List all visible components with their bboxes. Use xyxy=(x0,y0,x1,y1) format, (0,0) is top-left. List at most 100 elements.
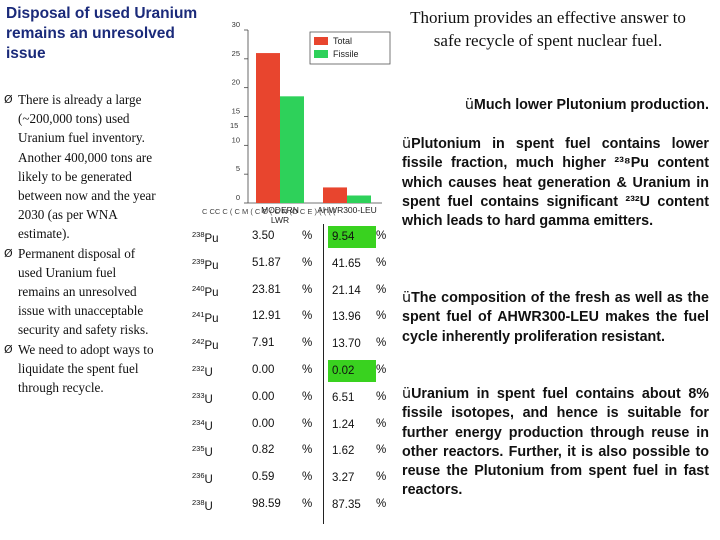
right-bullet-reuse: üUranium in spent fuel contains about 8%… xyxy=(402,385,709,501)
table-row: 238Pu 3.50% 9.54% xyxy=(190,224,396,251)
legend-label-total: Total xyxy=(333,36,352,46)
lwr-value: 51.87 xyxy=(252,256,281,269)
ahwr-value: 21.14 xyxy=(332,284,361,297)
isotope-symbol: U xyxy=(204,420,213,433)
thorium-intro: Thorium provides an effective answer to … xyxy=(410,8,686,50)
lwr-value: 0.00 xyxy=(252,363,275,376)
percent-sign: % xyxy=(376,497,387,510)
ahwr-value: 87.35 xyxy=(332,498,361,511)
isotope-symbol: U xyxy=(204,366,213,379)
isotope-symbol: Pu xyxy=(204,340,219,353)
isotope-cell: 242Pu xyxy=(192,337,219,352)
ahwr-value: 9.54 xyxy=(328,226,376,248)
y-tick-label: 10 xyxy=(232,135,240,144)
percent-sign: % xyxy=(302,337,313,350)
isotope-table: 238Pu 3.50% 9.54% 239Pu 51.87% 41.65% 240Pu 23.… xyxy=(190,224,396,524)
left-bullet-text: Permanent disposal of used Uranium fuel … xyxy=(18,245,149,338)
table-row: 235U 0.82% 1.62% xyxy=(190,438,396,465)
right-bullet-plutonium-production: üMuch lower Plutonium production. xyxy=(402,96,709,115)
isotope-symbol: U xyxy=(204,474,213,486)
lwr-value: 0.00 xyxy=(252,390,275,403)
lwr-value: 0.82 xyxy=(252,444,275,457)
right-bullet-text: The composition of the fresh as well as … xyxy=(402,290,709,345)
bar-total-0 xyxy=(256,53,280,203)
percent-sign: % xyxy=(302,390,313,403)
isotope-mass: 235 xyxy=(192,444,205,454)
checkmark-bullet-icon: ü xyxy=(402,290,412,306)
percent-sign: % xyxy=(302,310,313,323)
isotope-symbol: Pu xyxy=(204,286,219,299)
percent-sign: % xyxy=(302,363,313,376)
right-bullet-text: Plutonium in spent fuel contains lower f… xyxy=(402,136,709,230)
isotope-mass: 238 xyxy=(192,230,205,239)
arrow-bullet-icon: Ø xyxy=(4,342,13,356)
ahwr-value: 6.51 xyxy=(332,391,355,404)
percent-sign: % xyxy=(376,363,387,376)
y-tick-label: 30 xyxy=(232,20,240,29)
left-bullet-text: There is already a large (~200,000 tons)… xyxy=(18,92,156,242)
isotope-mass: 233 xyxy=(192,390,205,400)
isotope-symbol: U xyxy=(204,447,213,460)
table-row: 238U 98.59% 87.35% xyxy=(190,492,396,519)
category-label: MODERN LWR xyxy=(261,205,299,225)
percent-sign: % xyxy=(302,497,313,510)
isotope-mass: 240 xyxy=(192,283,205,293)
table-row: 236U 0.59% 3.27% xyxy=(190,465,396,492)
table-row: 240Pu 23.81% 21.14% xyxy=(190,278,396,305)
right-bullet-text: Uranium in spent fuel contains about 8% … xyxy=(402,386,709,499)
chart-legend: Total Fissile xyxy=(309,31,391,65)
right-bullet-proliferation: üThe composition of the fresh as well as… xyxy=(402,289,709,347)
left-bullet-disposal: Ø Permanent disposal of used Uranium fue… xyxy=(4,244,159,340)
category-label: AHWR300-LEU xyxy=(317,205,377,215)
lwr-value: 3.50 xyxy=(252,230,275,242)
isotope-mass: 238 xyxy=(192,497,205,507)
percent-sign: % xyxy=(302,471,313,484)
left-bullet-text: We need to adopt ways to liquidate the s… xyxy=(18,341,154,396)
isotope-symbol: Pu xyxy=(204,259,219,272)
percent-sign: % xyxy=(376,471,387,484)
lwr-value: 12.91 xyxy=(252,310,281,323)
percent-sign: % xyxy=(376,444,387,457)
ahwr-value: 41.65 xyxy=(332,257,361,270)
y-tick-label: 25 xyxy=(232,49,240,58)
plutonium-bar-chart: 0 5 10 15 20 25 30 15 Total Fissile C CC C ( C… xyxy=(202,20,391,225)
percent-sign: % xyxy=(302,444,313,457)
chart-axis-garbled-text: C CC C ( C M ( C C ( C N (O C E ) ( ( ( … xyxy=(202,207,336,216)
isotope-mass: 236 xyxy=(192,471,205,481)
left-bullet-list: Ø There is already a large (~200,000 ton… xyxy=(4,90,159,397)
lwr-value: 98.59 xyxy=(252,497,281,510)
legend-swatch-fissile xyxy=(314,50,328,58)
table-row: 239Pu 51.87% 41.65% xyxy=(190,251,396,278)
isotope-cell: 239Pu xyxy=(192,257,219,272)
percent-sign: % xyxy=(376,390,387,403)
ahwr-value: 3.27 xyxy=(332,472,355,485)
isotope-mass: 241 xyxy=(192,310,205,320)
isotope-symbol: Pu xyxy=(204,313,219,326)
left-bullet-recycle: Ø We need to adopt ways to liquidate the… xyxy=(4,340,159,398)
lwr-value: 7.91 xyxy=(252,337,275,350)
isotope-cell: 238Pu xyxy=(192,230,219,245)
percent-sign: % xyxy=(376,256,387,269)
percent-sign: % xyxy=(302,256,313,269)
lwr-value: 0.59 xyxy=(252,471,275,484)
isotope-cell: 233U xyxy=(192,391,213,406)
checkmark-bullet-icon: ü xyxy=(402,136,412,152)
table-row: 234U 0.00% 1.24% xyxy=(190,412,396,439)
ahwr-value: 13.70 xyxy=(332,338,361,351)
percent-sign: % xyxy=(376,337,387,350)
isotope-cell: 240Pu xyxy=(192,284,219,299)
percent-sign: % xyxy=(376,310,387,323)
isotope-mass: 234 xyxy=(192,417,205,427)
arrow-bullet-icon: Ø xyxy=(4,246,13,260)
isotope-symbol: Pu xyxy=(204,232,219,245)
percent-sign: % xyxy=(302,417,313,430)
isotope-cell: 238U xyxy=(192,498,213,513)
slide-title: Disposal of used Uranium remains an unre… xyxy=(6,5,198,62)
percent-sign: % xyxy=(376,283,387,296)
table-row: 232U 0.00% 0.02% xyxy=(190,358,396,385)
isotope-cell: 235U xyxy=(192,444,213,459)
bar-fissile-0 xyxy=(280,96,304,203)
isotope-mass: 242 xyxy=(192,337,205,347)
right-bullet-text: Much lower Plutonium production. xyxy=(473,97,709,113)
y-tick-label: 15 xyxy=(232,107,240,116)
